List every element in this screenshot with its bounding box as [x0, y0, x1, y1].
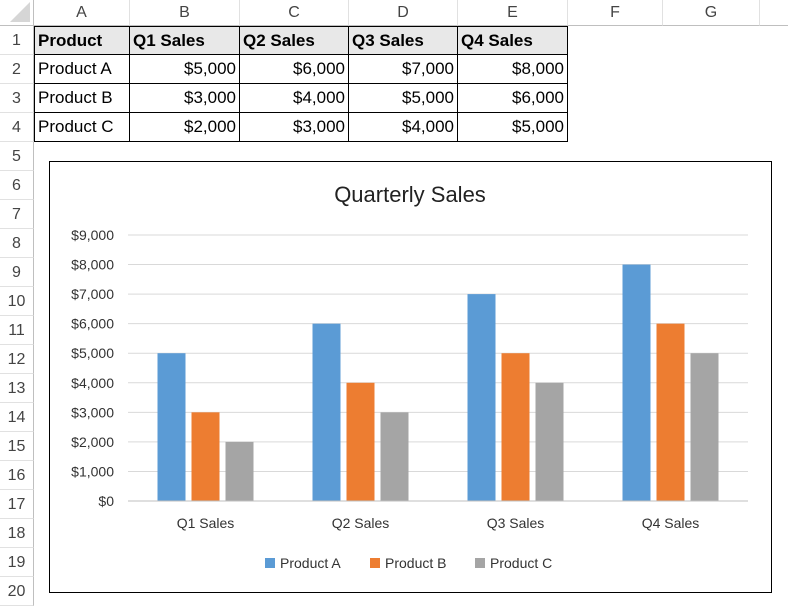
row-header-2[interactable]: 2	[0, 55, 34, 84]
row-header-5[interactable]: 5	[0, 142, 34, 171]
bar-product-b-q1-sales	[191, 412, 220, 501]
chart-title: Quarterly Sales	[334, 182, 486, 207]
legend-swatch	[370, 558, 380, 568]
y-tick-label: $0	[98, 493, 114, 509]
column-header-D[interactable]: D	[349, 0, 458, 26]
bar-product-c-q4-sales	[690, 353, 719, 501]
y-tick-label: $3,000	[71, 404, 114, 420]
row-header-6[interactable]: 6	[0, 171, 34, 200]
column-header-G[interactable]: G	[663, 0, 760, 26]
row-header-1[interactable]: 1	[0, 26, 34, 55]
column-header-B[interactable]: B	[130, 0, 240, 26]
row-header-11[interactable]: 11	[0, 316, 34, 345]
x-tick-label: Q2 Sales	[332, 515, 390, 531]
table-header-cell[interactable]: Q1 Sales	[130, 26, 240, 55]
table-cell[interactable]: Product C	[34, 113, 130, 142]
row-header-7[interactable]: 7	[0, 200, 34, 229]
row-header-20[interactable]: 20	[0, 577, 34, 606]
x-tick-label: Q4 Sales	[642, 515, 700, 531]
table-header-cell[interactable]: Q4 Sales	[458, 26, 568, 55]
table-cell[interactable]: $6,000	[240, 55, 349, 84]
bar-product-a-q2-sales	[312, 323, 341, 501]
table-cell[interactable]: $5,000	[458, 113, 568, 142]
y-tick-label: $1,000	[71, 463, 114, 479]
bar-product-c-q2-sales	[380, 412, 409, 501]
select-all-button[interactable]	[0, 0, 34, 26]
bar-product-a-q3-sales	[467, 294, 496, 501]
column-header-H[interactable]	[760, 0, 788, 26]
row-header-19[interactable]: 19	[0, 548, 34, 577]
bar-product-a-q4-sales	[622, 264, 651, 501]
table-cell[interactable]: $2,000	[130, 113, 240, 142]
y-tick-label: $9,000	[71, 227, 114, 243]
row-header-14[interactable]: 14	[0, 403, 34, 432]
table-cell[interactable]: Product B	[34, 84, 130, 113]
column-header-A[interactable]: A	[34, 0, 130, 26]
y-tick-label: $8,000	[71, 257, 114, 273]
table-header-cell[interactable]: Q2 Sales	[240, 26, 349, 55]
row-header-9[interactable]: 9	[0, 258, 34, 287]
table-cell[interactable]: $5,000	[349, 84, 458, 113]
table-cell[interactable]: $4,000	[349, 113, 458, 142]
legend-label: Product C	[490, 555, 552, 571]
table-cell[interactable]: $5,000	[130, 55, 240, 84]
table-cell[interactable]: $7,000	[349, 55, 458, 84]
row-header-12[interactable]: 12	[0, 345, 34, 374]
chart-svg: Quarterly Sales $0 $1,000 $2,000 $3,000 $4,00…	[71, 182, 748, 571]
legend-swatch	[265, 558, 275, 568]
row-header-18[interactable]: 18	[0, 519, 34, 548]
table-cell[interactable]: Product A	[34, 55, 130, 84]
bar-product-b-q4-sales	[656, 323, 685, 501]
column-header-F[interactable]: F	[568, 0, 663, 26]
y-tick-label: $6,000	[71, 316, 114, 332]
chart[interactable]: Quarterly Sales $0 $1,000 $2,000 $3,000 $4,00…	[49, 161, 772, 593]
bar-product-b-q2-sales	[346, 382, 375, 501]
legend-swatch	[475, 558, 485, 568]
bar-product-c-q1-sales	[225, 441, 254, 501]
table-cell[interactable]: $3,000	[240, 113, 349, 142]
row-header-16[interactable]: 16	[0, 461, 34, 490]
row-header-15[interactable]: 15	[0, 432, 34, 461]
x-tick-label: Q1 Sales	[177, 515, 235, 531]
y-tick-label: $5,000	[71, 345, 114, 361]
y-tick-label: $2,000	[71, 434, 114, 450]
bar-product-b-q3-sales	[501, 353, 530, 501]
bar-product-a-q1-sales	[157, 353, 186, 501]
table-cell[interactable]: $4,000	[240, 84, 349, 113]
table-cell[interactable]: $6,000	[458, 84, 568, 113]
row-header-8[interactable]: 8	[0, 229, 34, 258]
row-header-4[interactable]: 4	[0, 113, 34, 142]
column-header-E[interactable]: E	[458, 0, 568, 26]
legend-label: Product A	[280, 555, 341, 571]
row-header-13[interactable]: 13	[0, 374, 34, 403]
row-header-10[interactable]: 10	[0, 287, 34, 316]
y-tick-label: $4,000	[71, 375, 114, 391]
column-header-C[interactable]: C	[240, 0, 349, 26]
row-header-3[interactable]: 3	[0, 84, 34, 113]
table-cell[interactable]: $8,000	[458, 55, 568, 84]
table-cell[interactable]: $3,000	[130, 84, 240, 113]
legend-label: Product B	[385, 555, 446, 571]
table-header-cell[interactable]: Product	[34, 26, 130, 55]
row-header-17[interactable]: 17	[0, 490, 34, 519]
bar-product-c-q3-sales	[535, 382, 564, 501]
y-tick-label: $7,000	[71, 286, 114, 302]
table-header-cell[interactable]: Q3 Sales	[349, 26, 458, 55]
x-tick-label: Q3 Sales	[487, 515, 545, 531]
